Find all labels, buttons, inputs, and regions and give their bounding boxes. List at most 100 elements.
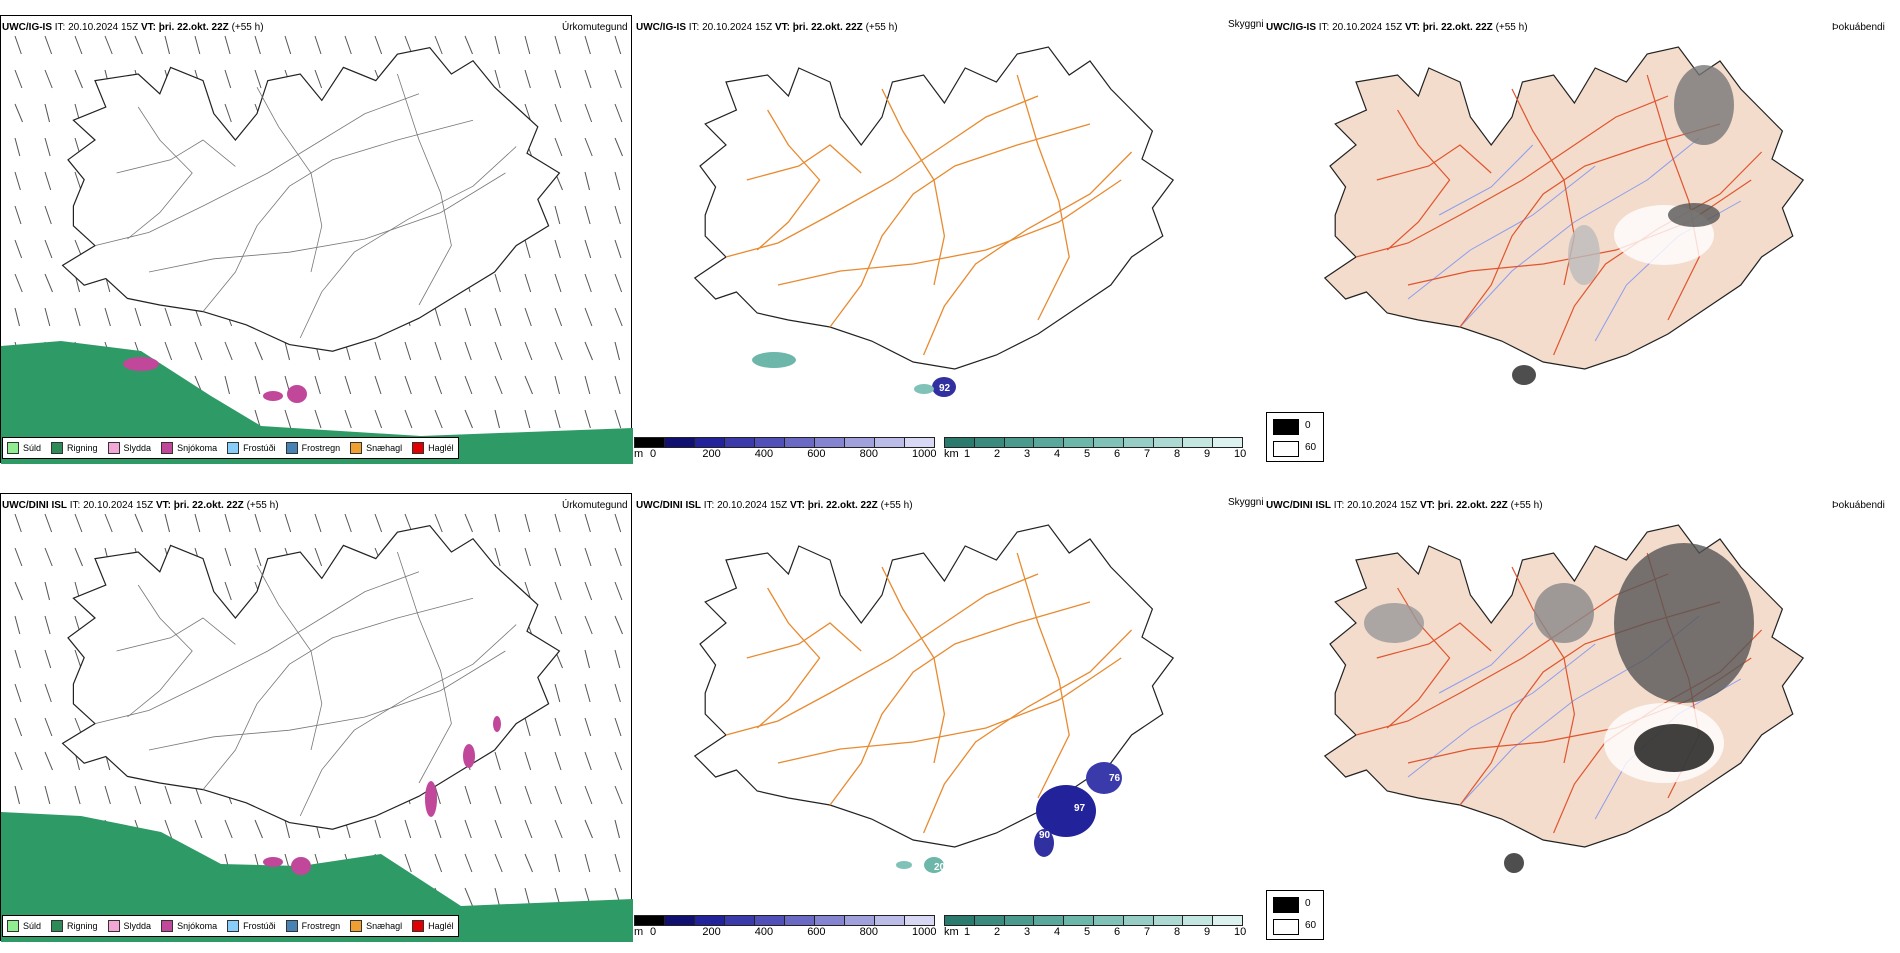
colorbar-cell — [1152, 437, 1183, 448]
low-visibility-area — [932, 377, 956, 397]
road-line — [1355, 573, 1669, 736]
vt-label: VT: — [789, 500, 805, 511]
colorbar-tick: 400 — [754, 448, 774, 460]
legend-item: Snæhagl — [350, 442, 402, 454]
wind-barb — [44, 581, 50, 601]
fog-legend-swatch — [1273, 419, 1299, 435]
wind-barb — [44, 137, 51, 157]
low-visibility-area — [1086, 762, 1122, 794]
panel-type-label: Úrkomutegund — [562, 500, 628, 511]
fog-legend-label: 0 — [1305, 898, 1311, 909]
wind-barb — [494, 853, 503, 873]
vt-label: VT: — [140, 22, 156, 33]
colorbar-cell — [1122, 437, 1153, 448]
vt-label: VT: — [1404, 22, 1420, 33]
road-line — [923, 629, 1133, 834]
wind-barb — [494, 409, 500, 429]
colorbar-tick: 4 — [1054, 448, 1061, 460]
wind-barb — [404, 819, 412, 839]
wind-barb — [584, 513, 591, 533]
low-visibility-area — [896, 861, 912, 869]
road-line — [397, 73, 452, 306]
wind-barb — [554, 239, 561, 259]
wind-barb — [584, 683, 591, 703]
wind-barb — [164, 35, 170, 55]
colorbar-unit: km — [944, 926, 959, 938]
colorbar-unit: km — [944, 448, 959, 460]
wind-barb — [554, 785, 563, 805]
legend-item: Frostregn — [285, 442, 341, 454]
wind-barb — [164, 513, 170, 533]
lead-time: (+55 h) — [246, 500, 279, 511]
wind-barb — [584, 239, 592, 259]
fog-legend-label: 60 — [1305, 442, 1317, 453]
legend-label: Rigning — [67, 443, 98, 453]
snow-area — [263, 857, 283, 867]
colorbar-cells — [944, 437, 1244, 448]
wind-barb — [44, 35, 53, 55]
forecast-row: UWC/DINI ISL IT: 20.10.2024 15Z VT: þri.… — [0, 478, 1900, 953]
wind-barb — [554, 307, 563, 327]
legend-label: Frostregn — [301, 921, 341, 931]
wind-barb — [74, 69, 83, 89]
wind-barb — [14, 649, 21, 669]
wind-barb — [464, 853, 473, 873]
wind-barb — [284, 513, 292, 533]
legend-item: Snjókoma — [161, 920, 217, 932]
wind-barb — [584, 171, 590, 191]
wind-barb — [134, 307, 142, 327]
colorbar-cell — [784, 915, 814, 926]
wind-barb — [464, 307, 472, 327]
vt-value: þri. 22.okt. 22Z — [1437, 500, 1508, 511]
wind-barb — [284, 35, 292, 55]
visibility-value-label: 92 — [939, 383, 951, 394]
fog-legend: 0 60 — [1266, 412, 1324, 462]
road-line — [725, 573, 1039, 736]
wind-barb — [224, 375, 230, 395]
wind-barb — [554, 853, 560, 873]
wind-barb — [164, 307, 172, 327]
wind-barb — [254, 819, 263, 839]
panel-type-label: Úrkomutegund — [562, 22, 628, 33]
legend-label: Snjókoma — [177, 921, 218, 931]
wind-barb — [44, 307, 51, 327]
colorbar-tick: 8 — [1174, 448, 1181, 460]
colorbar-cell — [1152, 915, 1183, 926]
vt-value: þri. 22.okt. 22Z — [792, 22, 863, 33]
wind-barb — [554, 375, 560, 395]
wind-barb — [524, 375, 533, 395]
fog-indicator-area — [1614, 543, 1754, 703]
fog-legend-swatch — [1273, 897, 1299, 913]
colorbar-tick: 600 — [807, 926, 826, 938]
model-name: UWC/IG-IS — [636, 22, 686, 33]
visibility-value-label: 90 — [1039, 830, 1051, 841]
lead-time: (+55 h) — [1510, 500, 1543, 511]
wind-barb — [614, 375, 621, 395]
it-label: IT: — [688, 22, 700, 33]
colorbar-cell — [1063, 915, 1093, 926]
wind-barb — [14, 513, 22, 533]
colorbar-cell — [973, 915, 1004, 926]
fog-legend-swatch — [1273, 441, 1299, 457]
road-line — [148, 172, 506, 273]
wind-barb — [194, 341, 203, 361]
wind-barb — [554, 819, 563, 839]
wind-barb — [494, 887, 500, 907]
colorbar-cells — [634, 437, 936, 448]
fog-indicator-area — [1534, 583, 1594, 643]
legend-swatch — [412, 920, 425, 932]
legend-item: Frostúði — [227, 442, 276, 454]
wind-barb — [224, 35, 231, 55]
wind-barb — [614, 513, 622, 533]
low-visibility-area — [914, 384, 934, 394]
river-line — [1407, 643, 1596, 778]
visibility-panel: 76 97 90 120 20 — [634, 493, 1234, 903]
wind-barb — [164, 819, 173, 839]
wind-barb — [74, 513, 83, 533]
visibility-value-label: 76 — [1109, 773, 1121, 784]
legend-label: Frostregn — [301, 443, 341, 453]
wind-barb — [614, 819, 620, 839]
precip-type-map — [1, 35, 633, 464]
fog-indicator-area — [1634, 724, 1714, 772]
snow-area — [463, 744, 475, 768]
